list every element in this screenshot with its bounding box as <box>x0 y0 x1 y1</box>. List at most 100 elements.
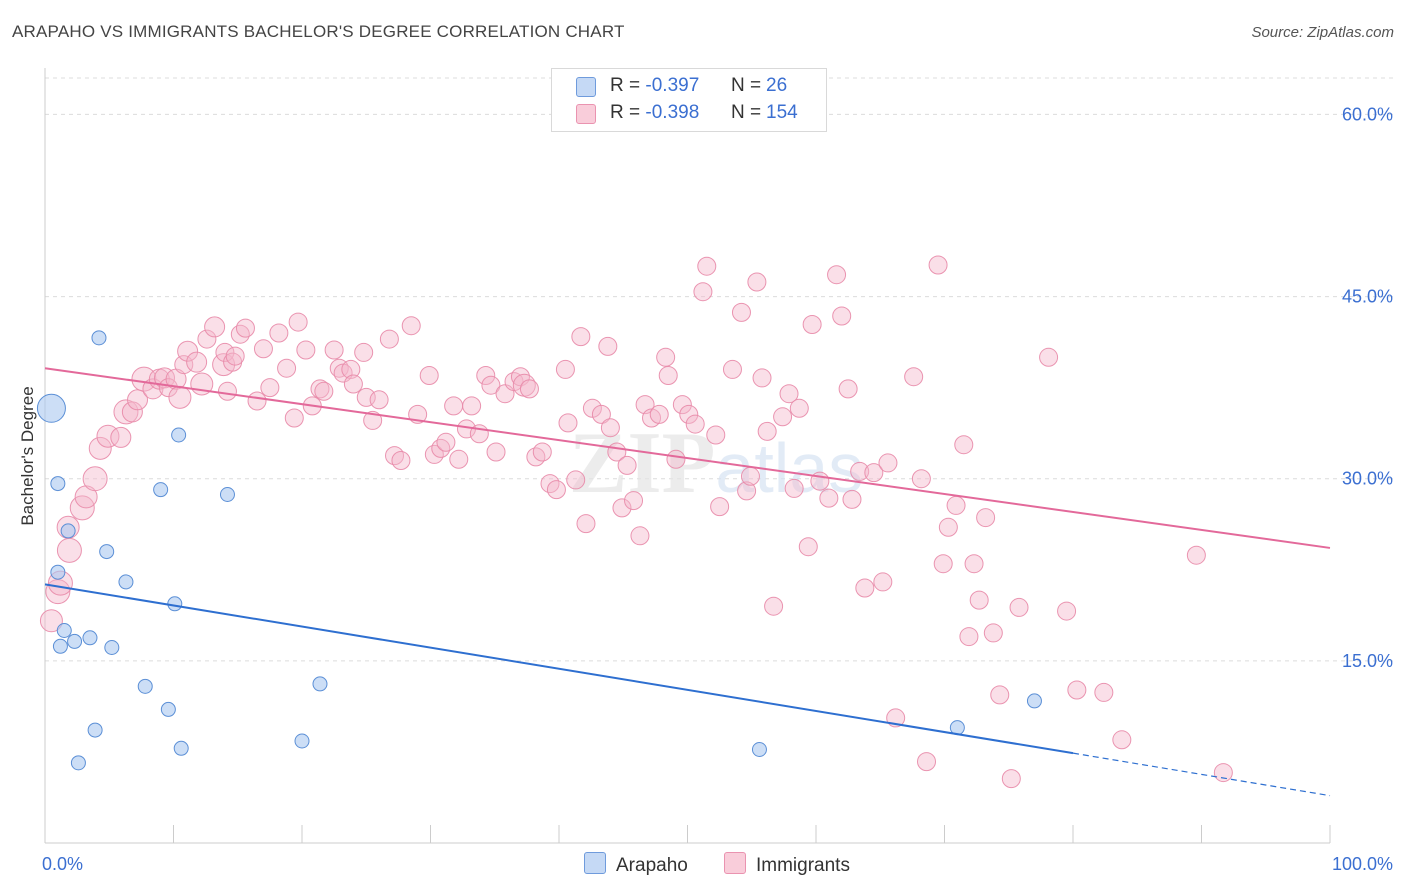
immigrants-point <box>850 461 870 481</box>
immigrants-point <box>693 282 713 302</box>
immigrants-point <box>277 358 297 378</box>
immigrants-point <box>121 401 143 423</box>
immigrants-point <box>343 374 363 394</box>
y-tick-label: 15.0% <box>1342 651 1393 671</box>
immigrants-point <box>911 469 931 489</box>
immigrants-point <box>110 426 132 448</box>
immigrants-point <box>284 408 304 428</box>
immigrants-point <box>341 359 361 379</box>
immigrants-point <box>624 491 644 511</box>
immigrants-point <box>617 455 637 475</box>
immigrants-point <box>737 481 757 501</box>
immigrants-point <box>904 367 924 387</box>
arapaho-points <box>36 330 1042 771</box>
immigrants-points <box>39 255 1233 789</box>
immigrants-point <box>204 316 226 338</box>
arapaho-point <box>50 476 66 492</box>
immigrants-point <box>555 359 575 379</box>
immigrants-point <box>740 466 760 486</box>
trend-lines <box>44 367 1331 797</box>
watermark: ZIPatlas <box>569 415 864 512</box>
immigrants-point <box>1057 601 1077 621</box>
immigrants-point <box>486 442 506 462</box>
immigrants-point <box>571 327 591 347</box>
x-tick-label-max: 100.0% <box>1332 854 1393 874</box>
arapaho-point <box>50 564 66 580</box>
immigrants-point <box>658 366 678 385</box>
immigrants-point <box>649 404 669 424</box>
immigrants-point <box>757 421 777 441</box>
immigrants-point <box>197 329 217 349</box>
arapaho-point <box>153 482 169 498</box>
arapaho-point <box>70 755 86 771</box>
chart-title: ARAPAHO VS IMMIGRANTS BACHELOR'S DEGREE … <box>12 22 625 41</box>
immigrants-point <box>324 340 344 360</box>
immigrants-point <box>444 396 464 416</box>
arapaho-point <box>99 544 115 560</box>
immigrants-point <box>431 438 451 458</box>
immigrants-point <box>462 396 482 416</box>
immigrants-point <box>1112 730 1132 750</box>
legend-r-label: R = <box>610 102 641 123</box>
immigrants-point <box>976 508 996 528</box>
source-label: Source: ZipAtlas.com <box>1251 24 1394 41</box>
y-axis-label: Bachelor's Degree <box>18 386 37 525</box>
arapaho-point <box>104 640 120 655</box>
immigrants-point <box>436 432 456 452</box>
immigrants-point <box>612 498 632 518</box>
immigrants-point <box>731 302 751 322</box>
legend-n-value-immigrants: 154 <box>766 102 798 123</box>
bottom-legend-immigrants: Immigrants <box>724 852 850 877</box>
immigrants-point <box>789 398 809 418</box>
immigrants-point <box>385 446 405 466</box>
immigrants-point <box>558 413 578 433</box>
immigrants-point <box>591 404 611 424</box>
immigrants-point <box>928 255 948 275</box>
immigrants-point <box>685 414 705 434</box>
immigrants-point <box>532 442 552 462</box>
immigrants-point <box>864 463 884 483</box>
legend-r-label: R = <box>610 75 641 96</box>
immigrants-point <box>873 572 893 592</box>
immigrants-point <box>314 381 334 401</box>
x-tick-label-min: 0.0% <box>42 854 83 874</box>
immigrants-point <box>752 368 772 388</box>
immigrants-point <box>56 537 82 563</box>
arapaho-trend-line <box>44 583 1074 755</box>
arapaho-legend-label: Arapaho <box>616 855 688 876</box>
immigrants-point <box>764 596 784 616</box>
arapaho-point <box>137 678 153 694</box>
immigrants-point <box>878 453 898 473</box>
immigrants-point <box>630 526 650 546</box>
immigrants-point <box>401 316 421 336</box>
immigrants-point <box>917 752 937 772</box>
immigrants-point <box>235 318 255 338</box>
immigrants-point <box>964 554 984 574</box>
immigrants-point <box>697 256 717 276</box>
immigrants-point <box>379 329 399 349</box>
immigrants-point <box>1186 545 1206 565</box>
immigrants-point <box>177 340 199 362</box>
immigrants-point <box>168 385 192 409</box>
immigrants-point <box>722 359 742 379</box>
immigrants-point <box>230 324 250 344</box>
immigrants-point <box>566 470 586 490</box>
correlation-legend: R = -0.397 N = 26 R = -0.398 N = 154 <box>551 68 827 132</box>
arapaho-point <box>219 487 235 502</box>
arapaho-legend-swatch <box>584 852 606 874</box>
arapaho-point <box>60 523 76 539</box>
immigrants-point <box>747 272 767 292</box>
arapaho-point <box>87 722 103 738</box>
immigrants-point <box>798 537 818 557</box>
immigrants-point <box>296 340 316 360</box>
legend-r-value-immigrants: -0.398 <box>645 102 700 123</box>
immigrants-point <box>288 312 308 332</box>
immigrants-point <box>802 315 822 334</box>
arapaho-point <box>67 633 83 649</box>
immigrants-point <box>449 449 469 469</box>
immigrants-point <box>938 517 958 537</box>
immigrants-point <box>842 489 862 509</box>
immigrants-legend-label: Immigrants <box>756 855 850 876</box>
arapaho-point <box>160 701 176 717</box>
